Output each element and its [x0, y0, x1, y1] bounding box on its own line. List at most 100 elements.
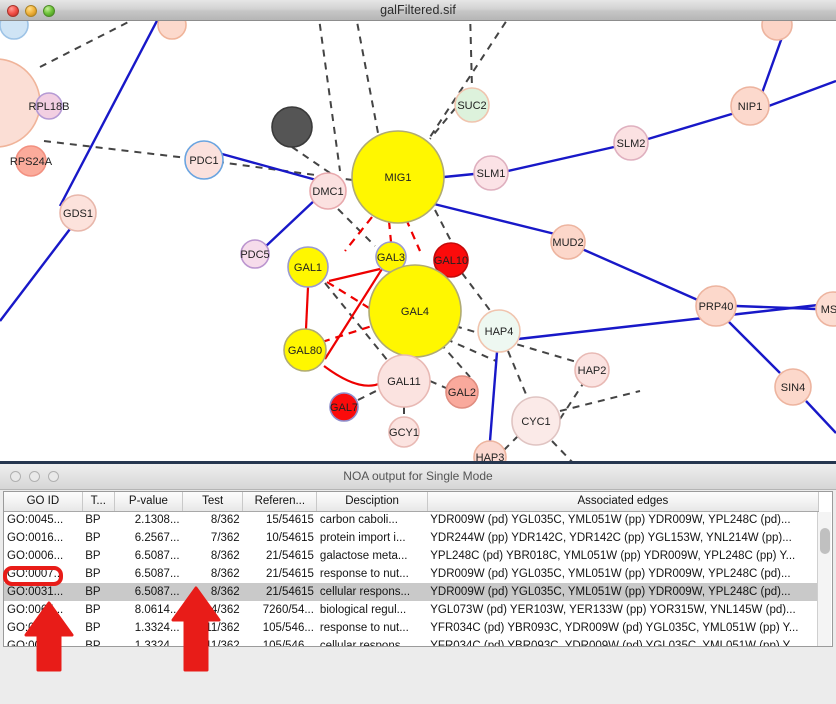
cell-reference: 7260/54... [262, 604, 314, 616]
cell-description: cellular respons... [319, 640, 411, 647]
close-button-icon[interactable] [7, 5, 19, 17]
table-vertical-scrollbar[interactable] [817, 512, 831, 646]
network-node-label: HAP4 [485, 326, 514, 338]
network-node-dmc1[interactable]: DMC1 [309, 172, 347, 210]
column-header-description[interactable]: Desciption [316, 492, 428, 512]
cell-associated-edges: YFR034C (pd) YBR093C, YDR009W (pd) YGL03… [430, 622, 799, 634]
network-node-prp40[interactable]: PRP40 [695, 285, 737, 327]
cell-go-id: GO:0031... [7, 622, 64, 634]
network-node-cut-top-2[interactable] [157, 21, 187, 40]
column-header-associated-edges[interactable]: Associated edges [427, 492, 820, 512]
network-node-label: DMC1 [312, 186, 343, 198]
network-node-rps24a[interactable]: RPS24A [10, 145, 53, 177]
network-node-label: MSN [821, 304, 836, 316]
network-node-rpl18b[interactable]: RPL18B [29, 92, 70, 120]
column-header-type[interactable]: T... [82, 492, 115, 512]
cell-go-id: GO:0007... [7, 568, 64, 580]
network-node-gal80[interactable]: GAL80 [283, 328, 327, 372]
column-header-p-value[interactable]: P-value [114, 492, 184, 512]
network-node-gcy1[interactable]: GCY1 [388, 416, 420, 448]
table-row[interactable]: GO:0006... BP 6.5087... 8/362 21/54615 galact… [4, 547, 819, 565]
network-node-cut-top-1[interactable] [0, 21, 29, 40]
table-row[interactable]: GO:0065... BP 8.0614... 94/362 7260/54... bio… [4, 601, 819, 619]
dialog-close-button-icon[interactable] [10, 471, 21, 482]
dialog-title: NOA output for Single Mode [343, 469, 493, 483]
network-node-gal4[interactable]: GAL4 [368, 264, 462, 358]
network-node-pdc1[interactable]: PDC1 [184, 140, 224, 180]
go-results-table-container[interactable]: GO ID T... P-value Test Referen... Desci… [3, 491, 833, 647]
network-node-slm1[interactable]: SLM1 [473, 155, 509, 191]
cell-reference: 105/546... [262, 640, 314, 647]
window-titlebar: galFiltered.sif [0, 0, 836, 21]
network-node-label: GAL7 [330, 402, 358, 414]
network-node-gal1[interactable]: GAL1 [287, 246, 329, 288]
network-node-label: GAL80 [288, 345, 322, 357]
red-edges [304, 216, 422, 387]
cell-associated-edges: YGL073W (pd) YER103W, YER133W (pp) YOR31… [430, 604, 796, 616]
network-node-gds1[interactable]: GDS1 [59, 194, 97, 232]
network-node-suc2[interactable]: SUC2 [454, 87, 490, 123]
network-node-label: GAL11 [387, 376, 420, 388]
nodes-layer[interactable]: RPL18B RPS24A GDS1 PDC1 PDC5 DMC1 MIG1 SUC2 SLM1… [0, 21, 836, 461]
network-node-msn[interactable]: MSN [815, 291, 836, 327]
network-node-label: GAL1 [294, 262, 322, 274]
dialog-zoom-button-icon[interactable] [48, 471, 59, 482]
network-node-hap3[interactable]: HAP3 [473, 440, 507, 461]
dialog-traffic-lights [10, 471, 59, 482]
network-node-gal2[interactable]: GAL2 [445, 375, 479, 409]
table-scrollbar-thumb[interactable] [820, 528, 830, 554]
cell-p-value: 8.0614... [134, 604, 180, 616]
network-node-mud2[interactable]: MUD2 [550, 224, 586, 260]
cell-description: response to nut... [319, 568, 409, 580]
table-row[interactable]: GO:0031... BP 6.5087... 8/362 21/54615 cellul… [4, 583, 819, 601]
network-canvas[interactable]: RPL18B RPS24A GDS1 PDC1 PDC5 DMC1 MIG1 SUC2 SLM1… [0, 21, 836, 461]
network-node-nip1[interactable]: NIP1 [730, 86, 770, 126]
network-node-pdc5[interactable]: PDC5 [240, 239, 270, 269]
network-node-label: RPL18B [29, 101, 70, 113]
table-row[interactable]: GO:0031... BP 1.3324... 11/362 105/546... res… [4, 619, 819, 637]
column-header-reference[interactable]: Referen... [242, 492, 318, 512]
network-node-label: SLM2 [617, 138, 646, 150]
network-node-label: SIN4 [781, 382, 805, 394]
table-row[interactable]: GO:0031... BP 1.3324... 11/362 105/546... cel… [4, 637, 819, 647]
go-results-table[interactable]: GO ID T... P-value Test Referen... Desci… [4, 492, 820, 647]
cell-p-value: 6.5087... [134, 550, 180, 562]
network-node-label: HAP2 [578, 365, 607, 377]
network-node-label: GAL4 [401, 306, 429, 318]
network-node-gal10[interactable]: GAL10 [433, 242, 469, 278]
network-node-cut-top-3[interactable] [761, 21, 793, 41]
cell-type: BP [85, 604, 101, 616]
table-body[interactable]: GO:0045... BP 2.1308... 8/362 15/54615 carbon… [4, 511, 819, 647]
network-graph[interactable]: RPL18B RPS24A GDS1 PDC1 PDC5 DMC1 MIG1 SUC2 SLM1… [0, 21, 836, 461]
zoom-button-icon[interactable] [43, 5, 55, 17]
cell-go-id: GO:0045... [7, 514, 64, 527]
column-header-go-id[interactable]: GO ID [4, 492, 83, 512]
table-header: GO ID T... P-value Test Referen... Desci… [4, 492, 820, 512]
network-node-hap2[interactable]: HAP2 [574, 352, 610, 388]
table-row[interactable]: GO:0016... BP 6.2567... 7/362 10/54615 protei… [4, 529, 819, 547]
cell-associated-edges: YDR009W (pd) YGL035C, YML051W (pp) YDR00… [430, 568, 791, 580]
network-node-gal7[interactable]: GAL7 [329, 392, 359, 422]
network-node-sin4[interactable]: SIN4 [774, 368, 812, 406]
network-node-label: RPS24A [10, 156, 53, 168]
network-node-mig1[interactable]: MIG1 [351, 130, 445, 224]
network-node-hap4[interactable]: HAP4 [477, 309, 521, 353]
network-node-cyc1[interactable]: CYC1 [511, 396, 561, 446]
column-header-test[interactable]: Test [182, 492, 244, 512]
network-node-label: PRP40 [699, 301, 734, 313]
cell-description: galactose meta... [319, 550, 408, 562]
table-row[interactable]: GO:0045... BP 2.1308... 8/362 15/54615 carbon… [4, 511, 819, 529]
network-node-label: NIP1 [738, 101, 762, 113]
table-row[interactable]: GO:0007... BP 6.5087... 8/362 21/54615 respon… [4, 565, 819, 583]
cell-associated-edges: YFR034C (pd) YBR093C, YDR009W (pd) YGL03… [430, 640, 799, 647]
network-node-label: SLM1 [477, 168, 506, 180]
network-node-slm2[interactable]: SLM2 [613, 125, 649, 161]
network-node-gal3[interactable]: GAL3 [375, 241, 407, 273]
network-node-gal11[interactable]: GAL11 [377, 354, 431, 408]
dialog-minimize-button-icon[interactable] [29, 471, 40, 482]
minimize-button-icon[interactable] [25, 5, 37, 17]
network-node-dark-node[interactable] [271, 106, 313, 148]
cell-reference: 10/54615 [265, 532, 314, 544]
cell-type: BP [85, 532, 101, 544]
